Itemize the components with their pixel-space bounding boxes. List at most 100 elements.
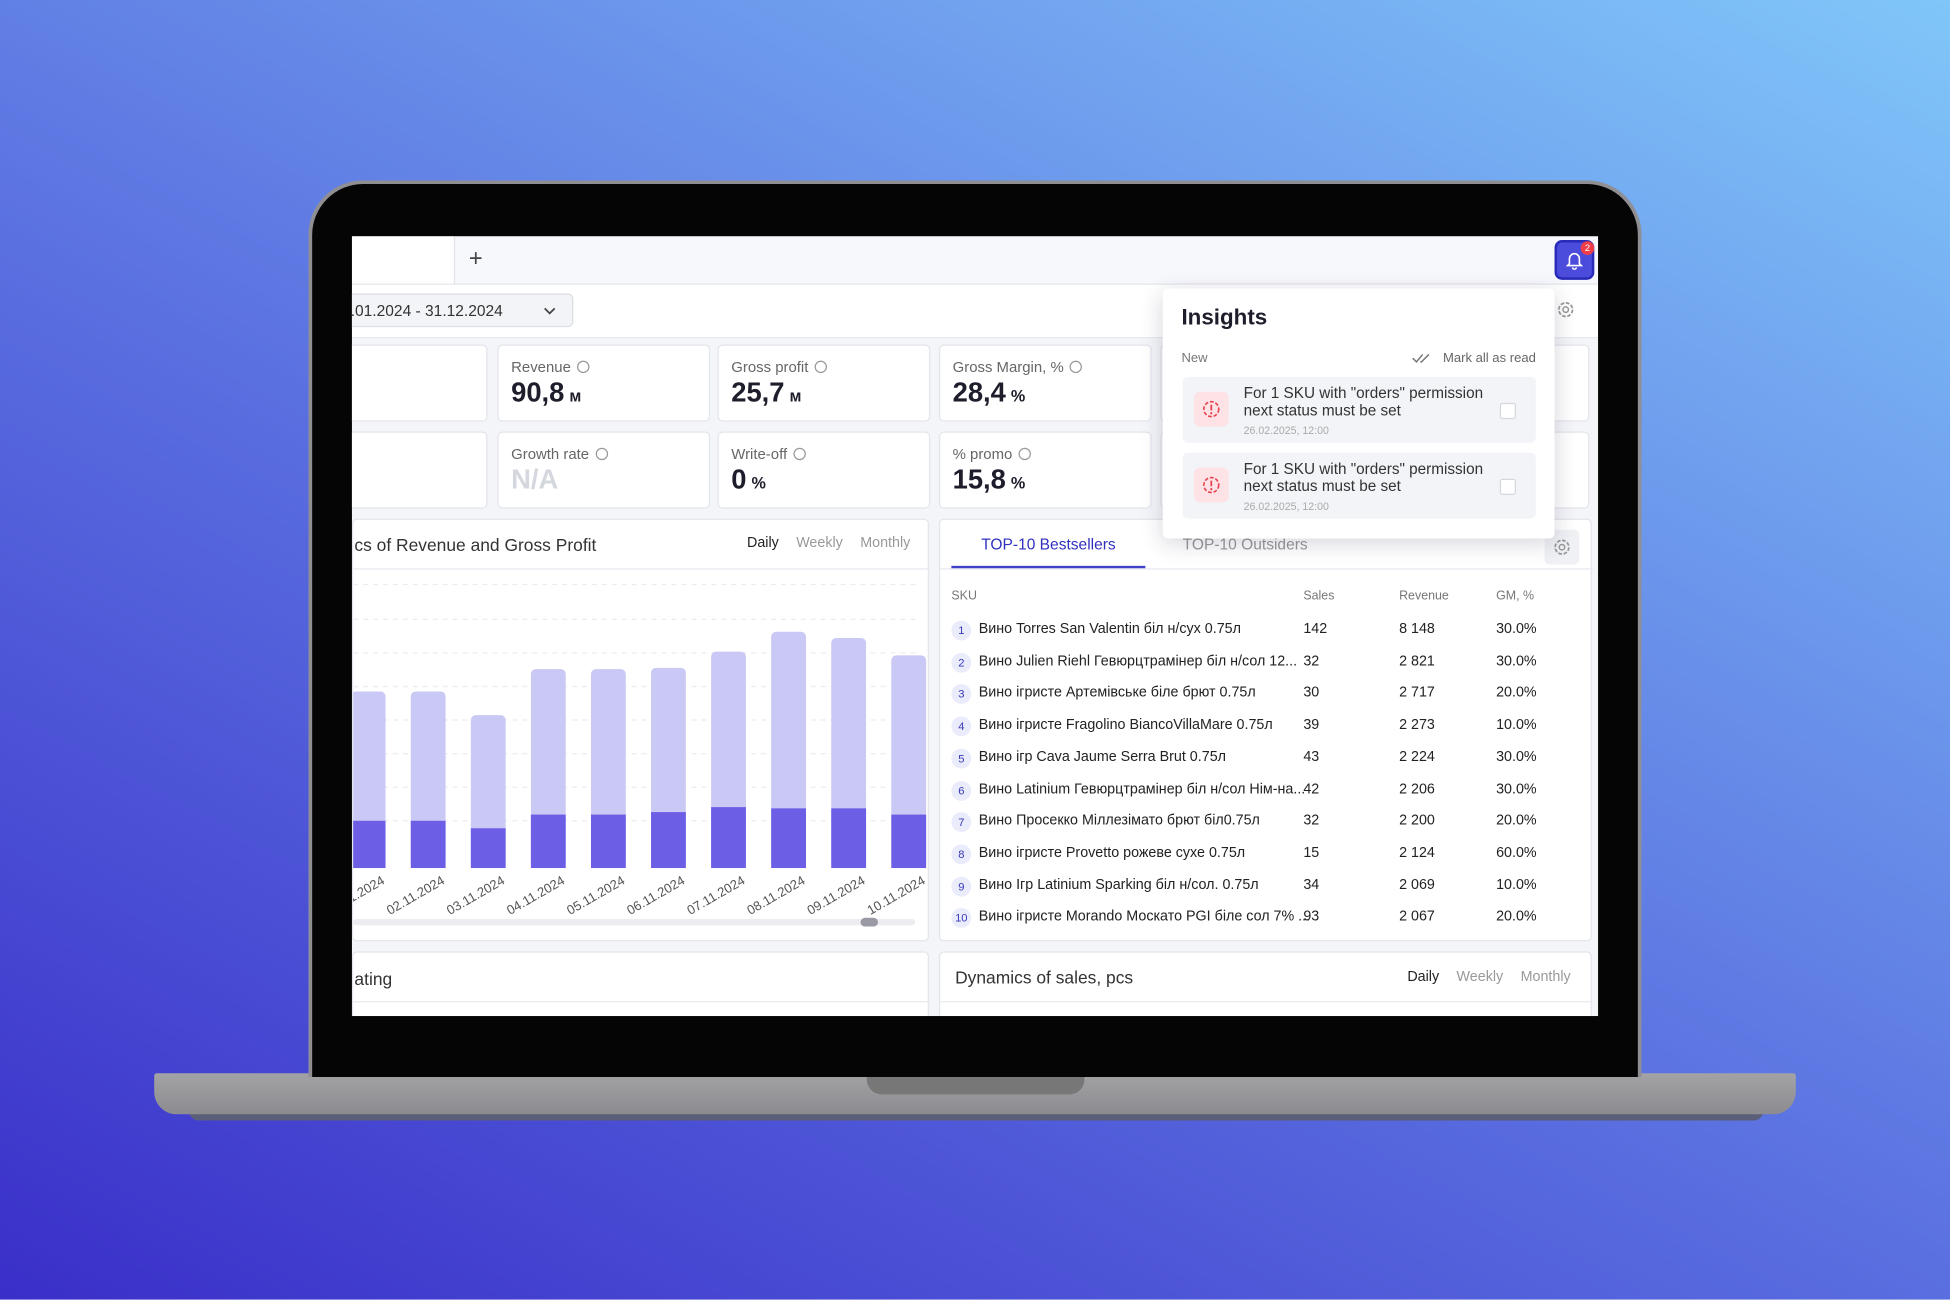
- gross-profit-bar: [530, 814, 566, 869]
- table-cell: Вино Julien Riehl Гевюрцтрамінер біл н/с…: [978, 653, 1298, 669]
- period-toggle: Daily Weekly Monthly: [1390, 970, 1571, 985]
- tab[interactable]: [351, 236, 456, 284]
- table-cell: Вино Latinium Гевюрцтрамінер біл н/сол Н…: [978, 781, 1306, 797]
- date-picker[interactable]: .01.2024 - 31.12.2024: [351, 293, 574, 328]
- panel-title: ating: [354, 968, 393, 989]
- add-tab[interactable]: +: [468, 246, 483, 273]
- x-tick-label: 08.11.2024: [744, 873, 807, 918]
- tab-underline: [951, 565, 1146, 569]
- kpi-card: share: [351, 431, 488, 509]
- checkbox[interactable]: [1499, 478, 1516, 495]
- table-cell: 20.0%: [1496, 813, 1537, 829]
- tab[interactable]: TOP-10 Bestsellers: [981, 536, 1116, 554]
- rank-badge: 3: [951, 684, 972, 705]
- table-cell: 2 069: [1399, 877, 1435, 893]
- screen: +2.01.2024 - 31.12.2024мRevenue90,8мGros…: [351, 236, 1599, 1017]
- table-cell: Вино ігристе Provetto рожеве сухе 0.75л: [978, 845, 1246, 861]
- table-cell: 142: [1303, 621, 1328, 637]
- alert-icon-box: [1193, 467, 1229, 503]
- table-cell: 2 273: [1399, 717, 1435, 733]
- gross-profit-bar: [651, 812, 686, 869]
- info-icon: [793, 447, 806, 461]
- table-cell: 2 717: [1399, 685, 1435, 701]
- divider: [353, 568, 931, 570]
- kpi-value: 25,7 м: [731, 377, 801, 409]
- kpi-number: 28,4: [952, 376, 1006, 408]
- table-cell: 8 148: [1399, 621, 1435, 637]
- laptop-notch: [866, 1073, 1085, 1095]
- x-tick-label: 01.11.2024: [353, 873, 387, 918]
- gross-profit-bar: [470, 828, 506, 869]
- column-header: GM, %: [1496, 589, 1535, 604]
- table-cell: 30.0%: [1496, 653, 1537, 669]
- kpi-number: 90,8: [511, 376, 565, 408]
- kpi-card: м: [351, 344, 488, 422]
- gross-profit-bar: [771, 808, 806, 869]
- kpi-label: Growth rate: [511, 445, 608, 463]
- settings-icon: [1558, 301, 1574, 318]
- table-cell: 30.0%: [1496, 621, 1537, 637]
- kpi-number: 25,7: [731, 376, 785, 408]
- table-cell: 43: [1303, 749, 1320, 765]
- insight-text: For 1 SKU with "orders" permission next …: [1243, 384, 1484, 420]
- kpi-label: % promo: [953, 445, 1031, 463]
- table-cell: 20.0%: [1496, 685, 1537, 701]
- gross-profit-bar: [353, 820, 386, 869]
- gross-profit-bar: [590, 814, 626, 869]
- period-option[interactable]: Weekly: [796, 536, 843, 551]
- kpi-card: % promo 15,8%: [938, 431, 1152, 509]
- rank-badge: 1: [951, 620, 972, 641]
- rank-badge: 4: [951, 716, 972, 737]
- period-option[interactable]: Monthly: [860, 536, 911, 551]
- checkbox[interactable]: [1499, 402, 1516, 420]
- kpi-unit: %: [1010, 473, 1026, 493]
- kpi-value: 15,8%: [953, 464, 1026, 496]
- rank-badge: 10: [951, 908, 972, 929]
- rank-badge: 9: [951, 876, 972, 897]
- period-option[interactable]: Daily: [1407, 970, 1440, 985]
- table-cell: 32: [1303, 813, 1320, 829]
- gross-profit-bar: [831, 808, 867, 869]
- table-cell: 30: [1303, 685, 1320, 701]
- period-option[interactable]: Weekly: [1456, 970, 1504, 985]
- table-cell: 60.0%: [1496, 845, 1537, 861]
- mark-all-read[interactable]: Mark all as read: [1442, 350, 1536, 366]
- table-cell: Вино ігр Cava Jaume Serra Brut 0.75л: [978, 749, 1226, 765]
- kpi-card: Write-off 0%: [717, 431, 931, 509]
- table-cell: 42: [1303, 781, 1320, 797]
- period-option[interactable]: Daily: [746, 536, 779, 551]
- kpi-number: 0: [731, 463, 747, 495]
- notifications-button[interactable]: 2: [1554, 240, 1595, 280]
- table-cell: Вино Просекко Міллезімато брют біл0.75л: [978, 813, 1260, 829]
- date-range: .01.2024 - 31.12.2024: [351, 302, 503, 320]
- chevron-icon: [544, 307, 556, 315]
- insight-item[interactable]: For 1 SKU with "orders" permission next …: [1182, 452, 1536, 519]
- insight-text: For 1 SKU with "orders" permission next …: [1243, 460, 1484, 495]
- table-cell: 2 200: [1399, 813, 1435, 829]
- table-cell: 10.0%: [1496, 877, 1537, 893]
- table-cell: 2 821: [1399, 653, 1435, 669]
- column-header: Revenue: [1399, 589, 1449, 604]
- table-panel: TOP-10 Bestsellers TOP-10 Outsiders SKU Sal…: [938, 518, 1594, 942]
- kpi-number: N/A: [511, 463, 559, 495]
- popup-title: Insights: [1181, 304, 1268, 330]
- alert-icon: [1203, 476, 1220, 494]
- bell-icon: [1565, 252, 1584, 270]
- insight-item[interactable]: For 1 SKU with "orders" permission next …: [1182, 376, 1536, 443]
- table-cell: 39: [1303, 717, 1320, 733]
- table-cell: 30.0%: [1496, 749, 1537, 765]
- panel-title: Dynamics of sales, pcs: [955, 967, 1134, 988]
- period-option[interactable]: Monthly: [1520, 970, 1571, 985]
- tab[interactable]: TOP-10 Outsiders: [1182, 536, 1308, 554]
- table-cell: 2 124: [1399, 845, 1435, 861]
- kpi-value: 28,4%: [953, 377, 1026, 409]
- column-header: Sales: [1303, 589, 1335, 604]
- rank-badge: 5: [951, 748, 972, 769]
- kpi-unit: %: [1010, 386, 1026, 406]
- x-tick-label: 10.11.2024: [864, 873, 927, 918]
- rank-badge: 8: [951, 844, 972, 865]
- insight-date: 26.02.2025, 12:00: [1243, 424, 1329, 437]
- table-cell: 20.0%: [1496, 909, 1537, 925]
- panel: Dynamics of sales, pcs Daily Weekly Monthly: [938, 951, 1594, 1017]
- period-toggle: Daily Weekly Monthly: [730, 536, 911, 551]
